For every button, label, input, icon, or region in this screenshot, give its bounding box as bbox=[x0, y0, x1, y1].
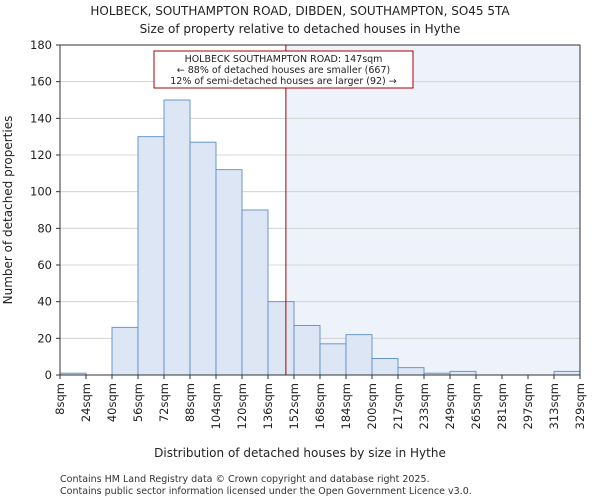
x-tick-label: 8sqm bbox=[53, 383, 67, 415]
x-tick-label: 265sqm bbox=[469, 383, 483, 429]
bar-104sqm bbox=[215, 169, 243, 376]
x-axis-ticks: 8sqm 24sqm 40sqm 56sqm 72sqm 88sqm 104sqm 120sq… bbox=[53, 375, 587, 429]
x-tick-label: 56sqm bbox=[131, 383, 145, 422]
x-tick-label: 152sqm bbox=[287, 383, 301, 429]
x-axis-label: Distribution of detached houses by size … bbox=[154, 446, 446, 460]
bar-200sqm bbox=[371, 358, 399, 376]
bar-72sqm bbox=[163, 99, 191, 376]
y-axis-ticks: 0 20 40 60 80 100 120 140 160 180 bbox=[30, 38, 60, 382]
bar-184sqm bbox=[345, 334, 373, 376]
chart-subtitle: Size of property relative to detached ho… bbox=[140, 22, 461, 36]
x-tick-label: 329sqm bbox=[573, 383, 587, 429]
bar-56sqm bbox=[137, 136, 165, 376]
y-tick-label: 0 bbox=[45, 368, 52, 382]
annotation-frame bbox=[153, 50, 414, 89]
bar-313sqm bbox=[553, 370, 581, 376]
y-tick-label: 20 bbox=[37, 331, 52, 345]
bar-120sqm bbox=[241, 209, 269, 376]
bar-168sqm bbox=[319, 343, 347, 376]
x-tick-label: 249sqm bbox=[443, 383, 457, 429]
y-axis-label: Number of detached properties bbox=[1, 116, 15, 305]
x-tick-label: 233sqm bbox=[417, 383, 431, 429]
annotation-line-3: 12% of semi-detached houses are larger (… bbox=[170, 76, 397, 87]
x-tick-label: 104sqm bbox=[209, 383, 223, 429]
y-tick-label: 40 bbox=[37, 295, 52, 309]
y-tick-label: 120 bbox=[30, 148, 52, 162]
x-tick-label: 88sqm bbox=[183, 383, 197, 422]
x-tick-label: 72sqm bbox=[157, 383, 171, 422]
x-tick-label: 297sqm bbox=[521, 383, 535, 429]
chart-title: HOLBECK, SOUTHAMPTON ROAD, DIBDEN, SOUTH… bbox=[90, 4, 510, 18]
bar-40sqm bbox=[111, 326, 139, 376]
footer-line-1: Contains HM Land Registry data © Crown c… bbox=[60, 474, 430, 485]
bar-217sqm bbox=[397, 367, 425, 376]
x-tick-label: 313sqm bbox=[547, 383, 561, 429]
annotation-line-2: ← 88% of detached houses are smaller (66… bbox=[177, 65, 390, 76]
x-tick-label: 184sqm bbox=[339, 383, 353, 429]
y-tick-label: 160 bbox=[30, 75, 52, 89]
annotation-box: HOLBECK SOUTHAMPTON ROAD: 147sqm ← 88% o… bbox=[153, 50, 414, 89]
y-tick-label: 100 bbox=[30, 185, 52, 199]
x-tick-label: 136sqm bbox=[261, 383, 275, 429]
x-tick-label: 281sqm bbox=[495, 383, 509, 429]
larger-properties-region bbox=[285, 45, 580, 375]
y-tick-label: 140 bbox=[30, 111, 52, 125]
y-tick-label: 60 bbox=[37, 258, 52, 272]
bar-136sqm bbox=[267, 301, 295, 376]
bars bbox=[59, 99, 581, 376]
y-tick-label: 180 bbox=[30, 38, 52, 52]
x-tick-label: 24sqm bbox=[79, 383, 93, 422]
footer-line-2: Contains public sector information licen… bbox=[60, 486, 472, 497]
bar-152sqm bbox=[293, 325, 321, 376]
bar-88sqm bbox=[189, 141, 217, 376]
x-tick-label: 40sqm bbox=[105, 383, 119, 422]
x-tick-label: 200sqm bbox=[365, 383, 379, 429]
x-tick-label: 120sqm bbox=[235, 383, 249, 429]
y-tick-label: 80 bbox=[37, 221, 52, 235]
x-tick-label: 217sqm bbox=[391, 383, 405, 429]
x-tick-label: 168sqm bbox=[313, 383, 327, 429]
bar-249sqm bbox=[449, 370, 477, 376]
annotation-line-1: HOLBECK SOUTHAMPTON ROAD: 147sqm bbox=[185, 54, 383, 65]
